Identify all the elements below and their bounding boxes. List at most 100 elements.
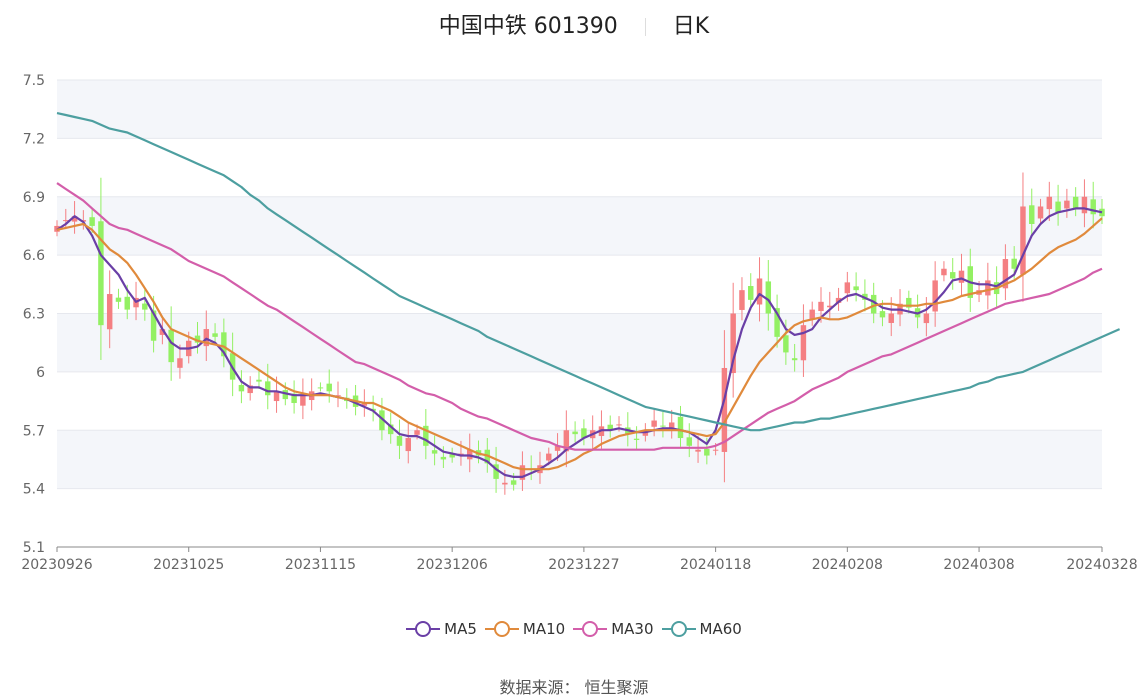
candle-body [616,424,622,426]
candle-body [660,425,666,427]
candle-body [502,482,508,485]
ma-line-ma30 [56,182,1103,451]
legend-item-ma30[interactable]: MA30 [573,620,654,638]
candle-body [212,333,218,337]
candle-body [906,297,912,308]
x-tick-label: 20231227 [548,557,619,573]
candle-body [387,424,394,435]
candle-body [607,424,613,431]
candle-body [379,410,385,431]
candle-body [194,335,201,343]
candle-body [581,428,587,439]
candle-body [774,308,780,337]
candle-body [273,391,280,402]
grid-band [57,430,1102,489]
data-source: 数据来源： 恒生聚源 [0,674,1148,698]
candle-body [791,358,798,361]
candle-body [423,425,429,446]
candle-body [71,216,78,222]
candle-body [1081,196,1088,214]
candle-body [695,449,701,452]
candle-body [554,445,561,451]
legend-marker-icon [406,621,441,637]
candle-body [142,303,148,310]
candle-body [572,431,578,435]
candle-body [941,268,947,276]
candle-body [159,329,166,335]
source-label: 数据来源： [499,678,580,697]
candle-body [712,449,719,451]
candle-body [203,329,210,347]
candle-body [256,379,262,382]
x-tick-label: 20231025 [153,557,224,573]
candle-body [1072,196,1079,209]
x-tick-label: 20240308 [943,557,1014,573]
candle-body [765,281,772,314]
candle-body [748,286,754,300]
candle-body [932,280,938,312]
candle-body [98,221,104,326]
ma-line-ma60 [56,112,1121,432]
candle-body [888,313,894,323]
period-label: 日K [672,14,710,39]
candle-body [221,332,227,357]
grid-band [57,196,1102,256]
candle-body [238,384,245,392]
candle-body [563,430,570,452]
candle-body [844,282,851,294]
ma-line-ma5 [56,207,1103,478]
candle-body [756,278,763,305]
legend-label: MA30 [611,620,654,638]
y-tick-label: 5.1 [23,540,45,556]
x-tick-label: 20231115 [285,557,356,573]
candle-body [63,220,69,222]
candle-body [949,272,956,279]
candle-body [651,420,657,427]
candle-body [1090,199,1096,215]
candle-body [1064,200,1070,209]
legend-item-ma5[interactable]: MA5 [406,620,477,638]
candle-body [265,381,271,396]
candle-body [317,387,324,389]
candle-body [879,311,886,318]
candle-body [1055,201,1061,213]
candle-body [335,395,341,397]
candle-body [1037,206,1044,219]
candle-body [510,480,517,485]
y-tick-label: 6.6 [23,248,45,264]
candle-body [853,286,859,291]
candle-body [546,453,552,461]
candle-body [985,280,991,296]
x-tick-label: 20231206 [417,557,488,573]
legend-marker-icon [573,621,608,637]
candle-body [677,416,684,439]
legend-label: MA60 [699,620,742,638]
candle-body [414,430,420,435]
candle-body [633,438,640,440]
legend-item-ma60[interactable]: MA60 [661,620,742,638]
y-tick-label: 5.4 [23,482,45,498]
y-tick-label: 7.2 [23,131,45,147]
stock-code: 601390 [533,14,618,39]
x-tick-label: 20240118 [680,557,751,573]
candle-body [326,383,332,392]
y-tick-label: 5.7 [23,423,45,439]
kline-chart: 5.1 5.4 5.7 6 6.3 6.6 6.9 7.2 7.5 20230926 2023102… [21,73,1137,573]
y-tick-label: 6.3 [23,307,45,323]
candle-body [405,438,411,452]
legend-item-ma10[interactable]: MA10 [484,620,565,638]
candle-body [809,309,815,320]
ma-line-ma10 [56,217,1103,471]
candle-body [827,305,833,308]
candle-body [247,385,253,394]
candle-body [89,217,95,226]
candle-body [519,465,526,480]
candle-body [124,296,130,310]
x-tick-label: 20240208 [812,557,883,573]
candle-body [291,393,297,404]
candle-body [1046,196,1053,210]
candle-body [440,456,447,460]
legend-label: MA5 [444,620,477,638]
candle-body [1002,259,1009,289]
candle-body [150,310,157,341]
